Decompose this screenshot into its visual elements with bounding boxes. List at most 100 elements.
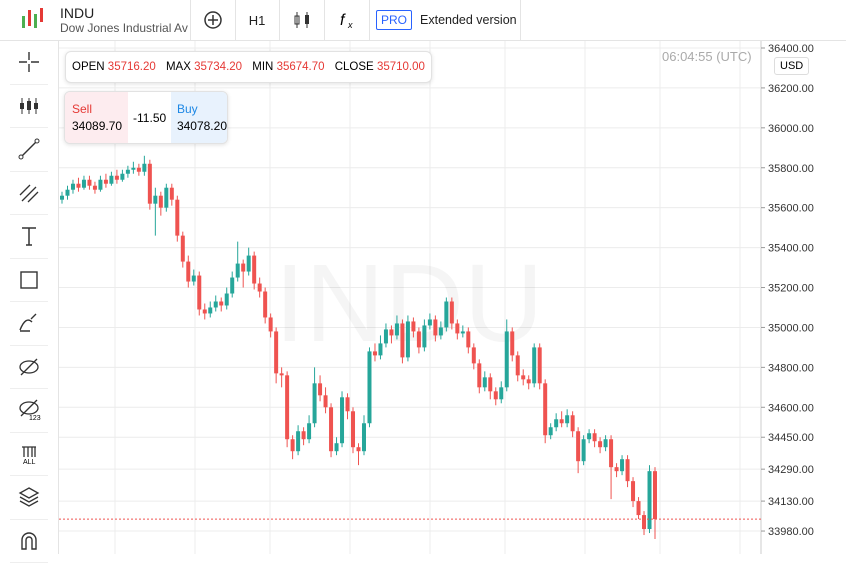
- candle-body: [395, 323, 399, 335]
- candle-body: [120, 174, 124, 180]
- candle-body: [653, 471, 657, 519]
- candle-body: [302, 431, 306, 439]
- candle-body: [455, 323, 459, 333]
- candle-body: [230, 278, 234, 294]
- timeframe[interactable]: H1: [235, 0, 280, 40]
- symbol: INDU: [60, 5, 94, 21]
- layers[interactable]: [10, 476, 48, 520]
- y-tick-label: 35800.00: [768, 163, 814, 175]
- candle-body: [433, 319, 437, 335]
- candle-body: [472, 347, 476, 363]
- candle-body: [296, 431, 300, 451]
- remove-all[interactable]: ALL: [10, 433, 48, 477]
- svg-text:f: f: [340, 12, 346, 29]
- candle-body: [444, 301, 448, 327]
- candle-body: [571, 415, 575, 431]
- candle-body: [422, 325, 426, 347]
- logo: [20, 6, 46, 32]
- candle-body: [450, 301, 454, 323]
- candle-body: [65, 190, 69, 196]
- line-tool[interactable]: [10, 128, 48, 172]
- candle-body: [197, 276, 201, 310]
- candle-body: [87, 180, 91, 186]
- candle-body: [604, 439, 608, 447]
- candle-body: [76, 184, 80, 188]
- candle-body: [324, 395, 328, 407]
- candle-body: [593, 433, 597, 441]
- buy-price: 34078.20: [177, 119, 227, 133]
- candle-body: [532, 347, 536, 383]
- candle-body: [269, 317, 273, 331]
- text-tool[interactable]: [10, 215, 48, 259]
- candle-body: [565, 415, 569, 423]
- add-button[interactable]: [190, 0, 236, 40]
- fib-tool[interactable]: [10, 172, 48, 216]
- candle-body: [236, 264, 240, 278]
- candle-body: [142, 164, 146, 172]
- svg-text:ALL: ALL: [23, 459, 36, 466]
- candle-body: [384, 329, 388, 343]
- candle-body: [620, 459, 624, 471]
- candle-body: [307, 423, 311, 439]
- candles-tool[interactable]: [10, 85, 48, 129]
- candle-body: [461, 331, 465, 333]
- candle-body: [626, 459, 630, 481]
- candle-body: [93, 186, 97, 190]
- y-tick-label: 33980.00: [768, 526, 814, 538]
- pro-badge: PRO: [376, 10, 412, 30]
- candle-body: [598, 441, 602, 447]
- candle-body: [71, 184, 75, 190]
- brush-tool[interactable]: [10, 302, 48, 346]
- chart-type-button[interactable]: [280, 0, 325, 40]
- candle-body: [148, 164, 152, 204]
- candle-body: [252, 256, 256, 284]
- candle-body: [98, 180, 102, 190]
- candle-body: [609, 439, 613, 467]
- candle-body: [477, 363, 481, 387]
- candle-body: [549, 427, 553, 435]
- extended-version[interactable]: PRO Extended version: [370, 0, 521, 40]
- candle-body: [346, 397, 350, 411]
- candle-body: [109, 176, 113, 184]
- candle-body: [335, 443, 339, 451]
- candle-body: [126, 170, 130, 174]
- candle-body: [214, 301, 218, 307]
- shape-tool[interactable]: [10, 259, 48, 303]
- candle-body: [631, 481, 635, 501]
- y-tick-label: 34450.00: [768, 432, 814, 444]
- candle-body: [357, 447, 361, 451]
- candle-body: [362, 423, 366, 451]
- candle-body: [554, 419, 558, 427]
- open-value: 35716.20: [108, 61, 156, 73]
- candle-body: [186, 262, 190, 282]
- y-tick-label: 36400.00: [768, 43, 814, 55]
- candle-body: [411, 321, 415, 331]
- y-tick-label: 34290.00: [768, 464, 814, 476]
- candle-body: [219, 301, 223, 305]
- candle-body: [576, 431, 580, 461]
- candle-body: [203, 309, 207, 313]
- crosshair-tool[interactable]: [10, 41, 48, 85]
- candle-body: [466, 331, 470, 347]
- candle-body: [104, 180, 108, 184]
- y-tick-label: 36000.00: [768, 123, 814, 135]
- hide-indicators[interactable]: 123: [10, 389, 48, 433]
- candle-body: [642, 515, 646, 529]
- magnet[interactable]: [10, 520, 48, 563]
- candle-body: [291, 439, 295, 451]
- svg-text:x: x: [347, 20, 353, 30]
- candle-body: [648, 471, 652, 529]
- max-label: MAX: [166, 61, 191, 73]
- hide-drawings[interactable]: [10, 346, 48, 390]
- candle-body: [428, 319, 432, 325]
- candle-body: [367, 351, 371, 423]
- y-tick-label: 34600.00: [768, 402, 814, 414]
- close-label: CLOSE: [335, 61, 374, 73]
- currency-button[interactable]: USD: [774, 57, 809, 75]
- candle-body: [263, 292, 267, 318]
